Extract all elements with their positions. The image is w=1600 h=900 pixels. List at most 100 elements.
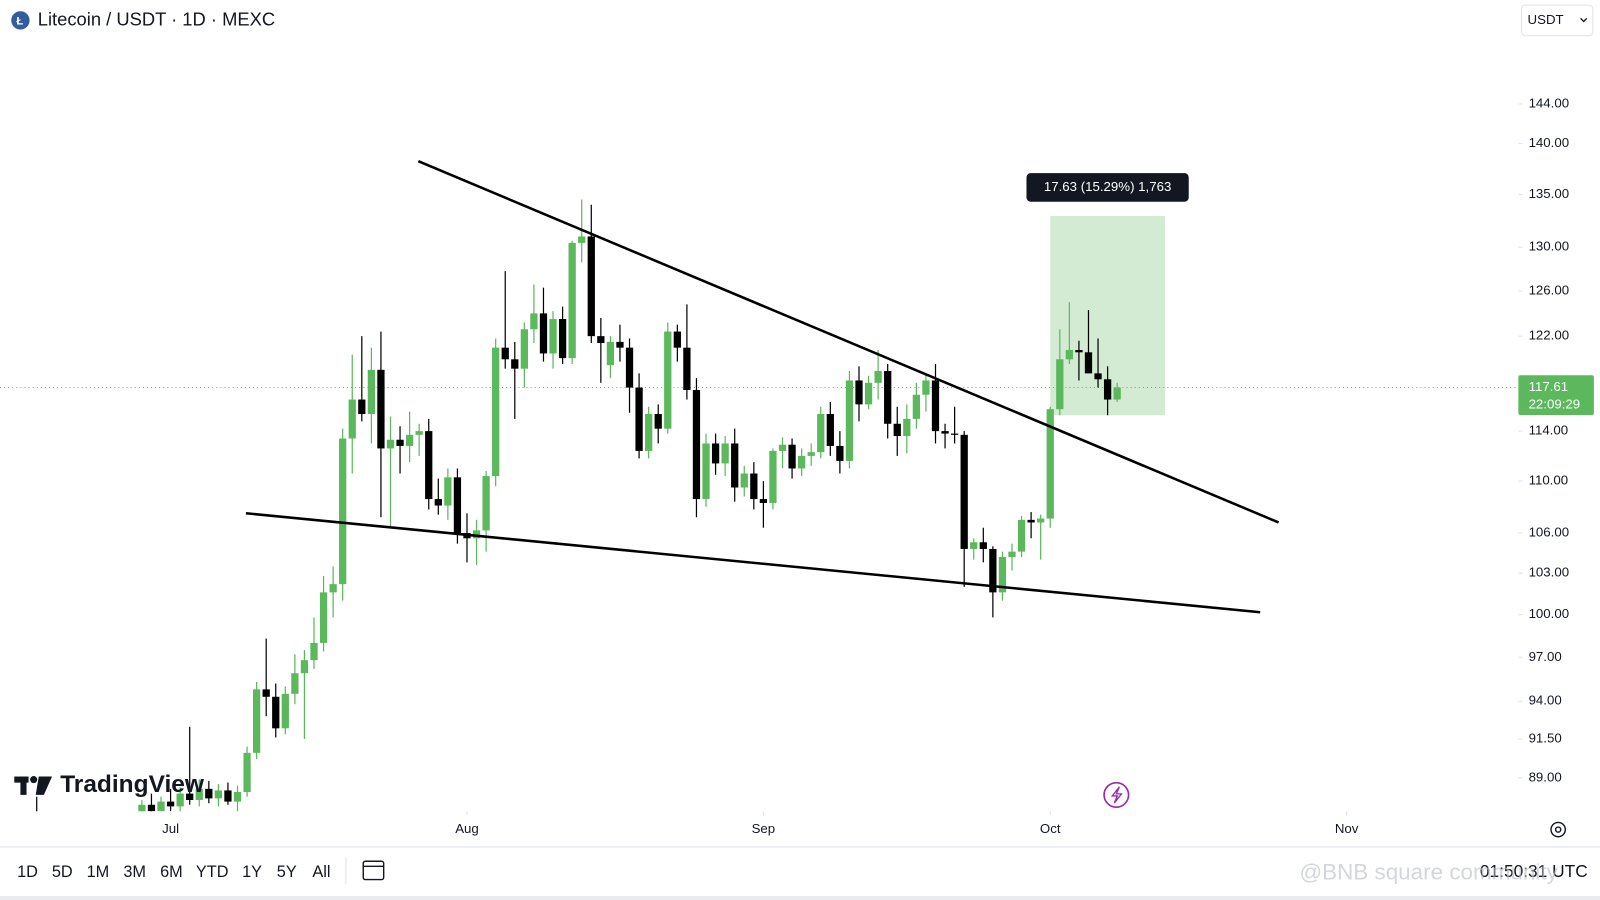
candle-body: [654, 414, 662, 429]
candle: [922, 373, 930, 412]
candle: [903, 404, 911, 454]
date-range-button[interactable]: [362, 860, 385, 881]
range-button[interactable]: 3M: [123, 863, 146, 881]
lightning-button[interactable]: [1103, 781, 1130, 808]
candle: [205, 780, 213, 804]
candle: [874, 349, 882, 400]
candle-body: [931, 380, 940, 432]
candle-body: [186, 793, 194, 800]
candle-body: [224, 790, 232, 802]
candle-body: [329, 584, 337, 593]
trend-line-upper[interactable]: [417, 160, 1280, 524]
candle-body: [511, 359, 519, 369]
candle: [836, 431, 844, 474]
candle-body: [807, 452, 815, 456]
range-button[interactable]: 6M: [160, 863, 183, 881]
candle-body: [664, 331, 672, 429]
candle: [147, 793, 156, 812]
candle: [482, 470, 490, 552]
range-button[interactable]: YTD: [196, 863, 229, 881]
calendar-icon[interactable]: [362, 860, 385, 881]
candle: [807, 443, 815, 466]
candle-body: [740, 473, 748, 488]
candle: [798, 448, 806, 477]
candle-body: [683, 347, 691, 390]
candle: [530, 284, 538, 344]
lightning-circle[interactable]: [1103, 781, 1130, 808]
candle-body: [1037, 518, 1045, 523]
dropdown-caret: [1580, 17, 1588, 23]
candle: [501, 271, 509, 369]
logo-part: [20, 776, 27, 795]
candle: [683, 304, 691, 400]
candle: [864, 375, 873, 410]
candle-body: [1103, 379, 1112, 400]
candle-body: [702, 443, 710, 500]
currency-select[interactable]: [1520, 4, 1594, 37]
candle-body: [453, 477, 462, 534]
candle: [1027, 512, 1035, 539]
candle-body: [798, 455, 806, 469]
candle: [950, 406, 959, 444]
y-tick-label: 122.00: [1529, 328, 1570, 343]
candle: [979, 527, 987, 563]
range-button[interactable]: 1Y: [242, 863, 262, 881]
candle: [252, 682, 261, 760]
settings-button[interactable]: [1550, 821, 1567, 838]
symbol-title: Litecoin / USDT · 1D · MEXC: [38, 8, 275, 29]
candle-body: [205, 788, 213, 799]
candle-body: [319, 592, 328, 643]
candle: [759, 481, 768, 528]
candle-body: [578, 236, 586, 243]
candle-body: [348, 399, 356, 439]
range-button[interactable]: All: [312, 863, 330, 881]
candle-body: [386, 439, 395, 449]
candle-body: [884, 371, 892, 424]
candle-body: [262, 689, 270, 697]
candle-body: [520, 329, 528, 369]
range-button[interactable]: 1M: [87, 863, 110, 881]
header: Ł Litecoin / USDT · 1D · MEXC USDT: [11, 4, 1594, 37]
gear-icon[interactable]: [1550, 821, 1567, 838]
range-button[interactable]: 5D: [52, 863, 73, 881]
range-button[interactable]: 1D: [17, 863, 38, 881]
candle-body: [692, 389, 701, 500]
candle: [186, 726, 194, 805]
candle: [367, 347, 376, 444]
candle: [1037, 514, 1045, 560]
candle: [1075, 340, 1083, 381]
candle-body: [492, 347, 500, 477]
watermark: @BNB square community: [1299, 859, 1558, 884]
candle: [176, 787, 184, 812]
x-tick-label: Jul: [162, 821, 179, 836]
clock[interactable]: 01:50:31 UTC: [1480, 861, 1588, 881]
candle: [425, 418, 433, 510]
candle-body: [358, 399, 366, 415]
candle: [415, 423, 423, 456]
candle: [243, 746, 251, 797]
candle-body: [625, 347, 634, 388]
candle: [664, 322, 672, 434]
candle: [358, 336, 366, 422]
candle: [224, 782, 232, 805]
currency-label[interactable]: USDT: [1528, 12, 1564, 27]
candle-body: [291, 673, 299, 694]
range-button[interactable]: 5Y: [277, 863, 297, 881]
plot-area: [0, 199, 1519, 812]
candle-body: [272, 696, 280, 729]
candle: [731, 428, 739, 502]
trend-line-lower[interactable]: [245, 511, 1261, 614]
candle: [348, 354, 356, 474]
candle: [138, 799, 146, 812]
candle-body: [339, 438, 347, 585]
candle-body: [472, 530, 481, 539]
candle-body: [405, 434, 414, 446]
candle: [291, 654, 299, 705]
candle-body: [138, 804, 146, 812]
candle: [645, 406, 653, 459]
candle: [520, 322, 528, 388]
candle-body: [903, 418, 911, 437]
candle-body: [711, 443, 720, 464]
candle: [587, 204, 595, 344]
candle: [960, 431, 968, 587]
